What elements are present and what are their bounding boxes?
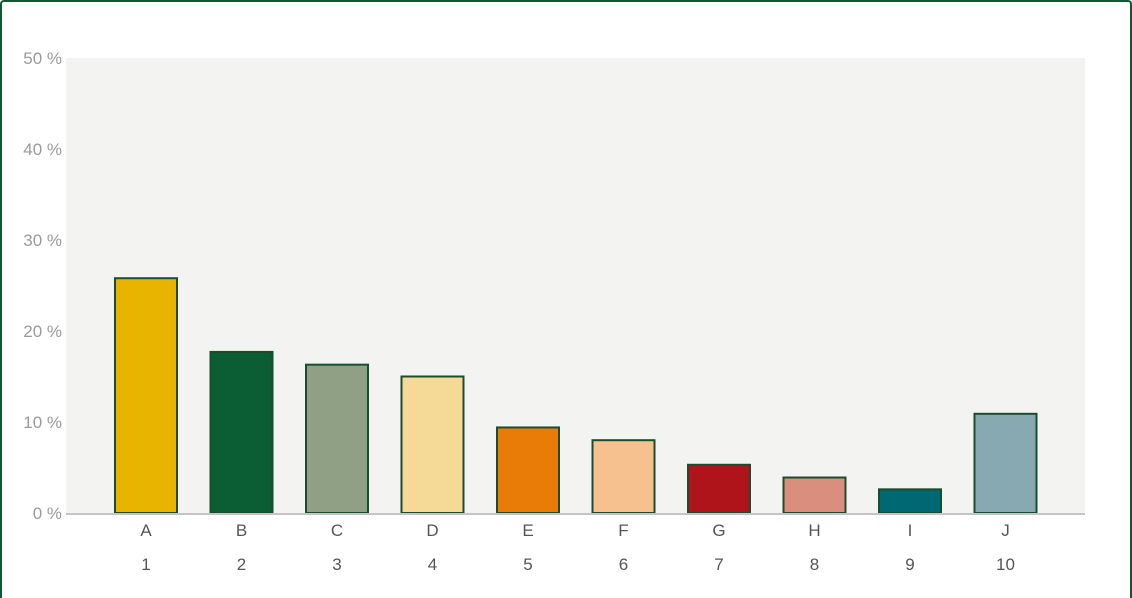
x-category-label: J (1001, 521, 1010, 540)
bar (114, 277, 178, 514)
x-category-label: B (236, 521, 247, 540)
y-tick-label: 30 % (23, 231, 62, 250)
x-category-number: 10 (996, 555, 1015, 574)
bar (400, 375, 465, 514)
x-category-label: C (331, 521, 343, 540)
bar (973, 412, 1038, 514)
bar (305, 363, 369, 515)
x-category-number: 2 (237, 555, 246, 574)
bar (496, 426, 560, 514)
y-axis-ticks: 0 % 10 % 20 % 30 % 40 % 50 % (23, 49, 62, 523)
bar (878, 488, 942, 514)
y-tick-label: 10 % (23, 413, 62, 432)
x-category-number: 4 (428, 555, 437, 574)
y-tick-label: 20 % (23, 322, 62, 341)
x-category-number: 5 (523, 555, 532, 574)
x-category-number: 9 (905, 555, 914, 574)
x-category-number: 7 (714, 555, 723, 574)
x-category-number: 3 (332, 555, 341, 574)
y-tick-label: 40 % (23, 140, 62, 159)
x-category-number: 8 (810, 555, 819, 574)
x-category-label: G (712, 521, 725, 540)
x-category-label: I (908, 521, 913, 540)
y-tick-label: 0 % (33, 504, 62, 523)
bar (687, 463, 751, 514)
x-axis-labels: A 1 B 2 C 3 D 4 E 5 F 6 G 7 H 8 I 9 J 10 (140, 521, 1015, 574)
bar (209, 350, 274, 514)
x-category-number: 6 (619, 555, 628, 574)
x-category-label: E (522, 521, 533, 540)
bar (782, 476, 847, 515)
x-category-label: D (426, 521, 438, 540)
x-category-label: F (618, 521, 628, 540)
x-category-number: 1 (141, 555, 150, 574)
x-category-label: A (140, 521, 152, 540)
x-category-label: H (808, 521, 820, 540)
y-tick-label: 50 % (23, 49, 62, 68)
bar (591, 439, 656, 515)
